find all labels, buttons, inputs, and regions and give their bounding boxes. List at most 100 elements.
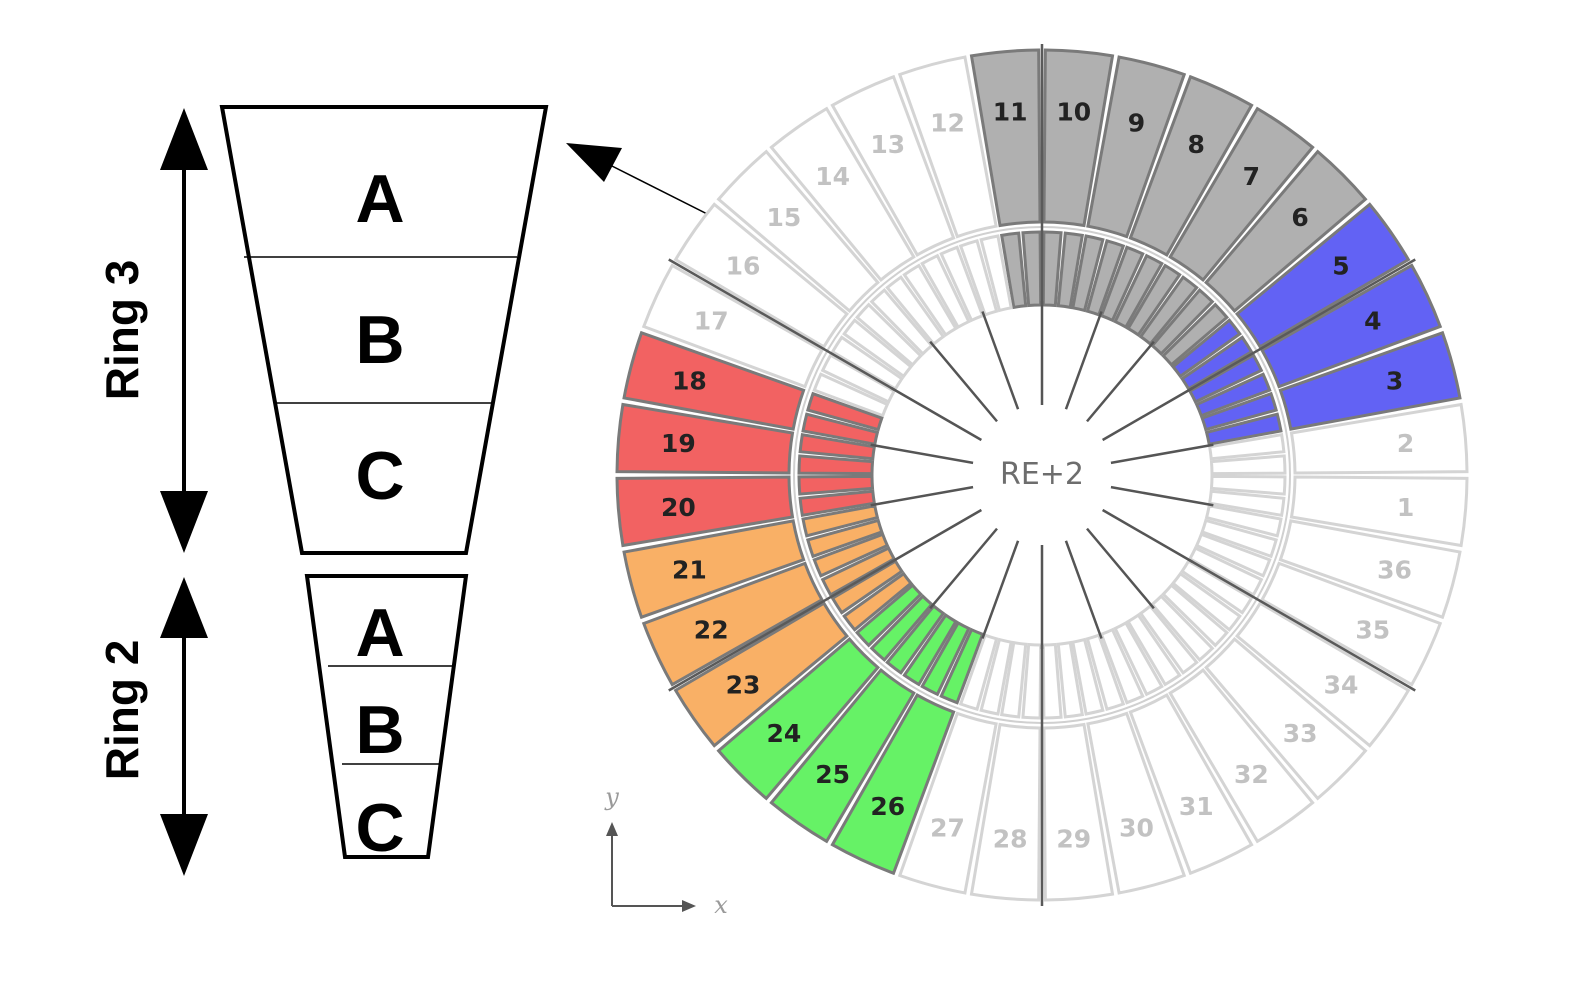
axis-y-label: y [604,783,619,811]
sector-number-11: 11 [993,97,1028,126]
sector-26-inner-a [920,620,971,697]
sector-19-outer [615,402,795,475]
sector-14-inner-b [885,275,946,347]
center-hole [874,307,1210,643]
seam-line [668,558,896,692]
sector-number-31: 31 [1179,792,1214,821]
ring2-part-a: A [355,595,404,671]
sector-10-inner-b [1041,230,1063,308]
ring3-arrow-down-icon [160,491,208,553]
ring3-arrow-up-icon [160,108,208,170]
sector-number-26: 26 [870,792,905,821]
sector-number-25: 25 [815,760,850,789]
sector-number-4: 4 [1364,307,1381,336]
sector-21-inner-a [801,504,880,538]
ring2-chamber: Ring 2 A B C [96,574,469,876]
sector-1-inner-b [1209,474,1287,496]
sector-2-outer [1289,402,1469,475]
sector-number-33: 33 [1283,719,1318,748]
ring2-arrow-up-icon [160,577,208,638]
sector-18-outer [622,330,806,431]
sector-21 [622,504,884,620]
sector-29-inner-a [1041,642,1063,720]
sector-34-inner-a [1170,571,1242,632]
sector-12-inner-a [979,234,1013,313]
sector-22-outer [641,561,824,687]
sector-13-inner-a [939,245,985,323]
sector-9 [1071,55,1187,317]
sector-4-outer [1260,263,1443,389]
sector-number-17: 17 [694,307,729,336]
sector-19 [615,402,877,476]
spoke [981,540,1020,639]
sector-24 [716,583,934,801]
sector-1-outer [1289,475,1469,548]
sector-14-inner-a [902,263,958,337]
sector-22-inner-a [812,532,890,578]
sector-4-inner-a [1194,372,1272,418]
sector-31-outer [1128,693,1254,876]
sector-number-16: 16 [726,252,761,281]
ring3-part-b: B [355,302,404,378]
pointer-arrow-head-icon [566,143,622,182]
sector-36-inner-a [1200,518,1279,559]
spoke [1064,311,1103,410]
sector-25-outer [769,667,916,844]
sector-15-inner-b [854,302,923,367]
sector-3-inner-a [1204,412,1283,446]
sector-15-inner-a [869,287,934,356]
sector-33-inner-a [1150,594,1215,663]
sector-11-inner-b [999,231,1028,310]
sector-20 [615,474,877,548]
sector-32 [1126,603,1315,844]
sector-layer [615,48,1469,902]
sector-20-inner-b [798,489,877,518]
sector-16-inner-a [842,318,914,379]
sector-number-19: 19 [661,429,696,458]
seam-line [1188,558,1416,692]
sector-34 [1170,559,1411,748]
sector-17-inner-a [820,353,897,404]
sector-22-inner-b [820,546,897,597]
sector-8 [1099,74,1254,330]
sector-4-inner-b [1187,353,1264,404]
sector-15 [716,149,934,367]
sector-23 [673,559,914,748]
sector-5-inner-a [1180,335,1254,391]
sector-number-6: 6 [1291,203,1308,232]
sector-2-inner-a [1209,454,1287,476]
sector-number-7: 7 [1243,162,1260,191]
sector-24-inner-a [854,583,923,648]
sector-36-inner-b [1204,504,1283,538]
sector-9-inner-b [1071,234,1105,313]
sector-number-14: 14 [815,162,850,191]
sector-number-10: 10 [1056,97,1091,126]
wheel-center-label: RE+2 [1000,457,1084,492]
sector-32-inner-a [1126,613,1182,687]
sector-10-outer [1042,48,1115,228]
sector-19-inner-b [797,454,875,476]
sector-18-inner-a [805,391,884,432]
sector-15-outer [716,149,880,313]
sector-28-outer [969,722,1042,902]
sector-2-inner-b [1207,432,1286,461]
sector-20-outer [615,475,795,548]
sector-14 [769,106,958,347]
sector-number-9: 9 [1128,108,1145,137]
spoke [1110,443,1214,465]
axes-indicator: y x [604,783,728,919]
sector-26 [830,620,985,876]
sector-19-inner-a [798,432,877,461]
sector-34-outer [1234,601,1411,748]
ring2-part-c: C [355,790,404,866]
sector-number-27: 27 [930,814,965,843]
sector-29-inner-b [1056,640,1085,719]
sector-16-inner-b [830,335,904,391]
sector-7-outer [1168,106,1315,283]
spoke [1101,386,1194,442]
sector-1 [1207,474,1469,548]
sector-22 [641,532,897,687]
sector-28-inner-a [999,640,1028,719]
spoke [981,311,1020,410]
